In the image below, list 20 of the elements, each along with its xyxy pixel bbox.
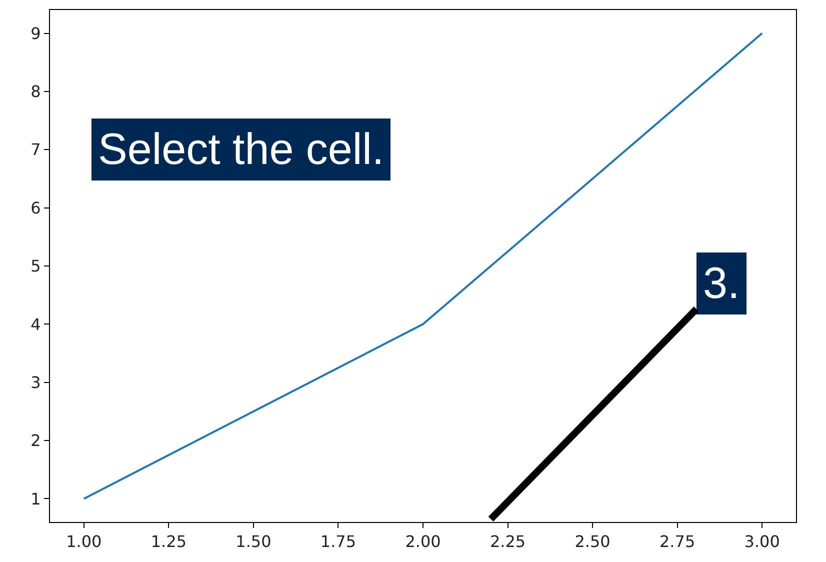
x-tick-label: 2.50 — [574, 532, 610, 552]
y-tick-label: 6 — [30, 198, 41, 218]
annotation: 3. — [703, 259, 740, 308]
y-tick-label: 3 — [30, 372, 41, 392]
x-tick-label: 3.00 — [744, 532, 780, 552]
x-tick-label: 2.25 — [490, 532, 526, 552]
x-tick-label: 2.00 — [405, 532, 441, 552]
y-tick-label: 7 — [30, 140, 41, 160]
x-tick-label: 1.50 — [236, 532, 272, 552]
y-tick-label: 9 — [30, 24, 41, 43]
x-tick-label: 2.75 — [660, 532, 696, 552]
annotation: Select the cell. — [98, 125, 384, 174]
y-tick-label: 8 — [30, 82, 41, 102]
y-tick-label: 5 — [30, 256, 41, 276]
x-tick-label: 1.75 — [320, 532, 356, 552]
y-tick-label: 1 — [30, 489, 41, 508]
x-tick-label: 1.25 — [150, 532, 186, 552]
y-tick-label: 4 — [30, 314, 41, 334]
y-tick-label: 2 — [30, 431, 41, 450]
x-tick-label: 1.00 — [66, 532, 102, 552]
